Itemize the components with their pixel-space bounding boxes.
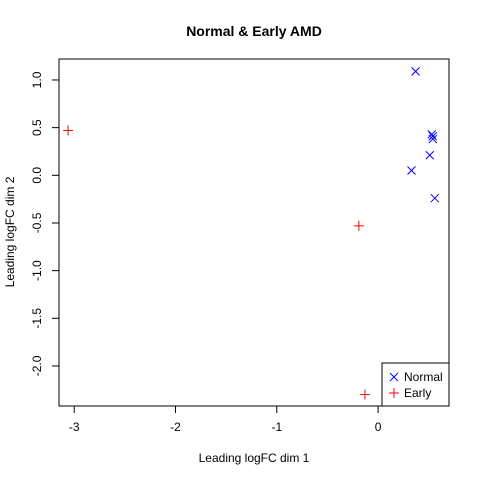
data-point-normal — [411, 67, 420, 76]
x-tick-label: -2 — [170, 420, 181, 434]
legend-marker-normal — [389, 372, 399, 382]
legend-marker-early — [389, 388, 399, 398]
y-axis-label: Leading logFC dim 2 — [3, 176, 17, 287]
data-point-normal — [430, 193, 440, 203]
data-point-early — [359, 389, 370, 400]
y-tick-label: 0.0 — [30, 167, 44, 184]
data-point-normal — [407, 166, 416, 175]
y-tick-label: -0.5 — [30, 212, 44, 233]
x-axis: -3 -2 -1 0 — [69, 406, 382, 434]
y-tick-label: 1.0 — [30, 71, 44, 88]
x-tick-label: -1 — [271, 420, 282, 434]
y-tick-label: 0.5 — [30, 119, 44, 136]
data-point-early — [353, 220, 364, 231]
x-tick-label: -3 — [69, 420, 80, 434]
y-axis: -2.0 -1.5 -1.0 -0.5 0.0 0.5 1.0 — [30, 71, 59, 376]
y-tick-label: -1.5 — [30, 308, 44, 329]
data-point-normal — [428, 131, 438, 141]
data-points — [63, 67, 440, 400]
data-point-early — [63, 125, 74, 136]
legend-label-early: Early — [404, 386, 431, 400]
data-point-normal — [428, 134, 438, 144]
y-tick-label: -1.0 — [30, 260, 44, 281]
chart-title: Normal & Early AMD — [186, 23, 322, 39]
x-tick-label: 0 — [375, 420, 382, 434]
y-tick-label: -2.0 — [30, 355, 44, 376]
legend-box — [381, 362, 450, 407]
plot-frame — [58, 58, 450, 407]
x-axis-label: Leading logFC dim 1 — [199, 451, 310, 465]
legend: Normal Early — [381, 362, 450, 407]
legend-label-normal: Normal — [404, 370, 443, 384]
data-point-normal — [425, 150, 435, 160]
